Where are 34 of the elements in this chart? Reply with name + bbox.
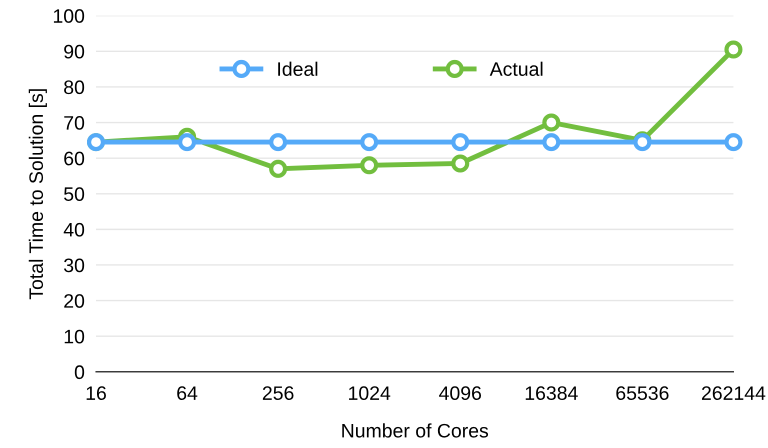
y-tick-label: 40 bbox=[64, 222, 84, 237]
y-tick-label: 20 bbox=[64, 294, 84, 308]
y-tick-label: 50 bbox=[64, 187, 84, 201]
point bbox=[178, 133, 196, 152]
point bbox=[724, 40, 742, 59]
legend-label: Ideal bbox=[278, 62, 318, 76]
x-axis-title: Number of Cores bbox=[342, 423, 488, 438]
x-tick-label: 1024 bbox=[349, 386, 390, 400]
x-tick-label: 4096 bbox=[439, 386, 482, 400]
y-tick-label: 10 bbox=[64, 330, 84, 344]
y-tick-label: 90 bbox=[64, 44, 84, 59]
y-tick-label: 60 bbox=[64, 152, 84, 166]
x-tick-label: 16 bbox=[86, 386, 106, 400]
point bbox=[542, 133, 560, 152]
x-tick-label: 65536 bbox=[616, 386, 669, 400]
y-axis-title: Total Time to Solution [s] bbox=[28, 89, 47, 300]
point bbox=[269, 133, 288, 152]
y-tick-label: 100 bbox=[54, 9, 84, 23]
y-tick-label: 0 bbox=[74, 365, 84, 380]
legend-label: Actual bbox=[490, 62, 542, 76]
point bbox=[724, 133, 742, 152]
x-tick-label: 256 bbox=[262, 386, 294, 400]
x-tick-label: 16384 bbox=[526, 386, 578, 400]
point bbox=[451, 154, 470, 173]
x-tick-label: 262144 bbox=[702, 386, 766, 400]
point bbox=[542, 114, 560, 132]
y-tick-label: 70 bbox=[64, 116, 84, 130]
point bbox=[360, 133, 378, 152]
point bbox=[360, 156, 378, 174]
point bbox=[269, 160, 288, 178]
y-tick-label: 80 bbox=[64, 80, 84, 94]
x-tick-label: 64 bbox=[177, 386, 198, 400]
y-tick-label: 30 bbox=[64, 258, 84, 272]
point bbox=[451, 133, 470, 152]
